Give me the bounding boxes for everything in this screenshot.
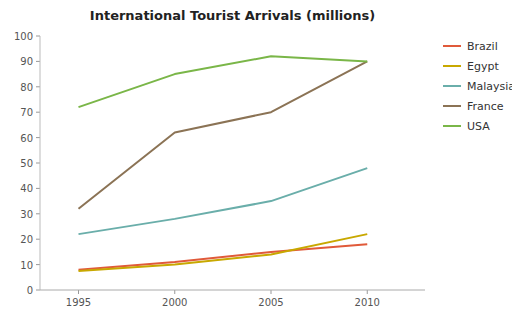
y-tick-label: 60 [20, 133, 33, 144]
y-axis [40, 36, 41, 290]
y-tick-label: 90 [20, 56, 33, 67]
x-tick-label: 2000 [162, 297, 187, 308]
y-tick [36, 213, 40, 214]
y-tick [36, 137, 40, 138]
x-tick [174, 290, 175, 294]
legend-swatch [443, 65, 461, 67]
x-tick-label: 1995 [66, 297, 91, 308]
legend-label: USA [467, 120, 490, 133]
y-tick [36, 36, 40, 37]
legend-swatch [443, 125, 461, 127]
y-tick-label: 30 [20, 209, 33, 220]
series-line [79, 56, 368, 107]
legend-swatch [443, 45, 461, 47]
title: International Tourist Arrivals (millions… [90, 8, 375, 23]
y-tick-label: 0 [27, 285, 33, 296]
y-tick-label: 10 [20, 260, 33, 271]
y-tick-label: 70 [20, 107, 33, 118]
x-tick [367, 290, 368, 294]
y-tick-label: 50 [20, 158, 33, 169]
y-tick [36, 163, 40, 164]
legend-swatch [443, 85, 461, 87]
x-tick [271, 290, 272, 294]
x-tick-label: 2010 [355, 297, 380, 308]
y-tick [36, 86, 40, 87]
series-line [79, 168, 368, 234]
y-tick [36, 239, 40, 240]
legend-swatch [443, 105, 461, 107]
x-axis [40, 290, 425, 291]
y-tick [36, 264, 40, 265]
legend-label: Brazil [467, 40, 498, 53]
y-tick-label: 40 [20, 183, 33, 194]
y-tick [36, 61, 40, 62]
y-tick [36, 188, 40, 189]
chart: International Tourist Arrivals (millions… [0, 0, 512, 318]
series-group [79, 56, 368, 271]
y-tick-label: 20 [20, 234, 33, 245]
legend-label: France [467, 100, 504, 113]
legend-label: Egypt [467, 60, 499, 73]
y-tick [36, 112, 40, 113]
series-line [79, 244, 368, 269]
legend-label: Malaysia [467, 80, 512, 93]
x-tick-label: 2005 [258, 297, 283, 308]
y-tick [36, 290, 40, 291]
y-tick-label: 100 [14, 31, 33, 42]
x-tick [78, 290, 79, 294]
y-tick-label: 80 [20, 82, 33, 93]
series-line [79, 234, 368, 271]
series-line [79, 61, 368, 208]
